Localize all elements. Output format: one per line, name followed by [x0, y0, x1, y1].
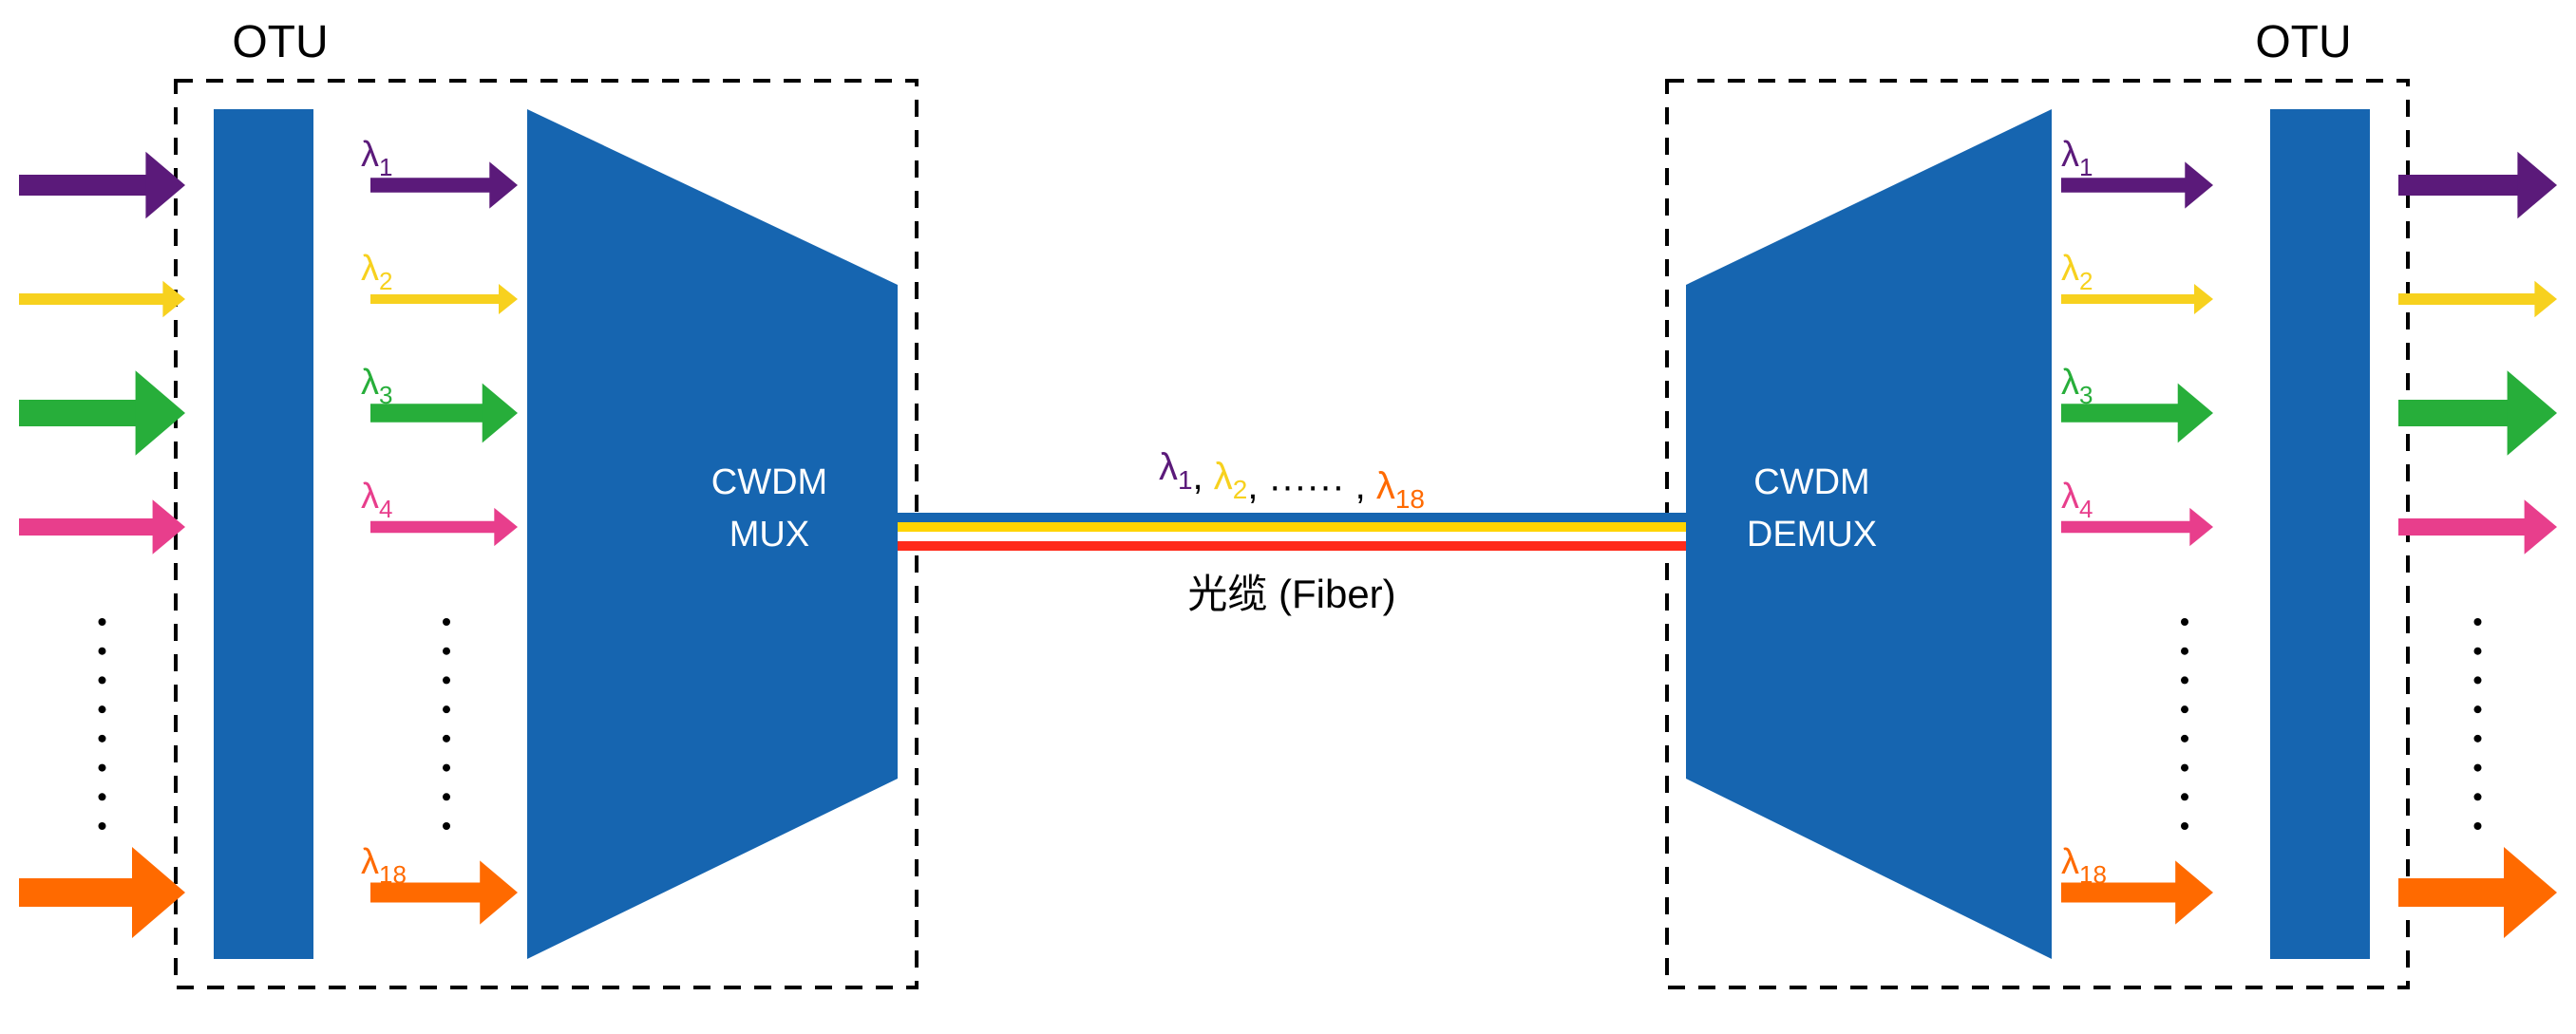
lambda-label: λ18	[361, 842, 407, 889]
mux-label-1: CWDM	[711, 462, 827, 502]
demux-label-1: CWDM	[1753, 462, 1869, 502]
lambda-label: λ3	[361, 363, 392, 409]
center-lambda-sequence: λ1, λ2, ······ , λ18	[1159, 446, 1425, 514]
lambda-label: λ4	[361, 477, 392, 523]
mux-label-2: MUX	[729, 515, 809, 555]
fiber-label: 光缆 (Fiber)	[1187, 572, 1395, 616]
lambda-label: λ3	[2061, 363, 2093, 409]
lambda-label: λ2	[2061, 249, 2093, 295]
lambda-label: λ4	[2061, 477, 2093, 523]
lambda-label: λ1	[361, 135, 392, 181]
lambda-label: λ18	[2061, 842, 2107, 889]
demux-label-2: DEMUX	[1747, 515, 1877, 555]
lambda-label: λ1	[2061, 135, 2093, 181]
otu-right-title: OTU	[2255, 17, 2351, 67]
lambda-label: λ2	[361, 249, 392, 295]
otu-left-title: OTU	[232, 17, 328, 67]
